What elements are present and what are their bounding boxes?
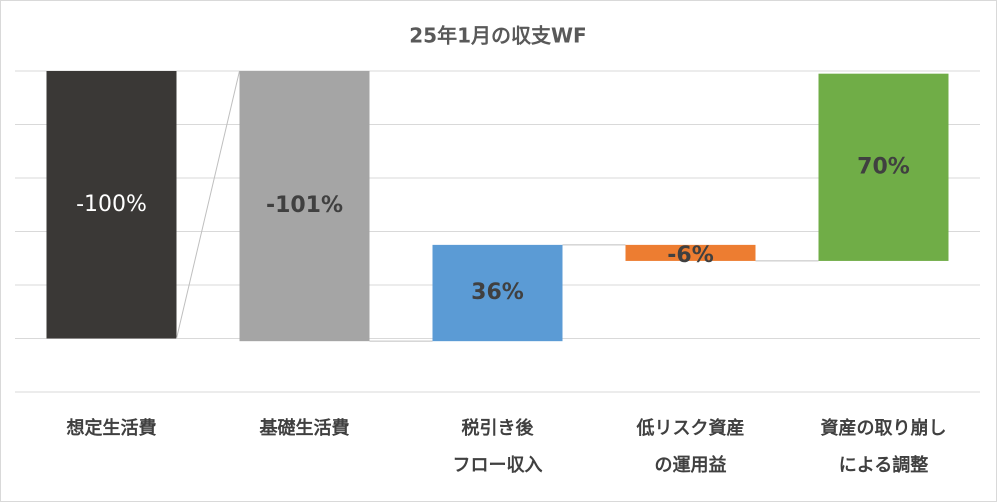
bar bbox=[625, 244, 756, 261]
x-tick-label: 想定生活費 bbox=[66, 418, 157, 439]
x-tick-label: 税引き後 フロー収入 bbox=[452, 418, 543, 476]
x-tick-label: 低リスク資産 の運用益 bbox=[636, 418, 745, 476]
bar bbox=[46, 71, 177, 339]
chart-title: 25年1月の収支WF bbox=[409, 24, 586, 48]
bar bbox=[818, 73, 949, 261]
x-tick-label: 基礎生活費 bbox=[259, 418, 350, 439]
bar bbox=[239, 71, 370, 342]
data-label: -101% bbox=[266, 193, 343, 218]
data-label: -6% bbox=[667, 243, 713, 268]
bar bbox=[432, 244, 563, 342]
x-tick-label: 資産の取り崩し による調整 bbox=[820, 418, 947, 476]
connector bbox=[176, 70, 240, 339]
data-label: -100% bbox=[76, 192, 147, 217]
data-label: 70% bbox=[857, 154, 910, 179]
data-label: 36% bbox=[471, 280, 524, 305]
